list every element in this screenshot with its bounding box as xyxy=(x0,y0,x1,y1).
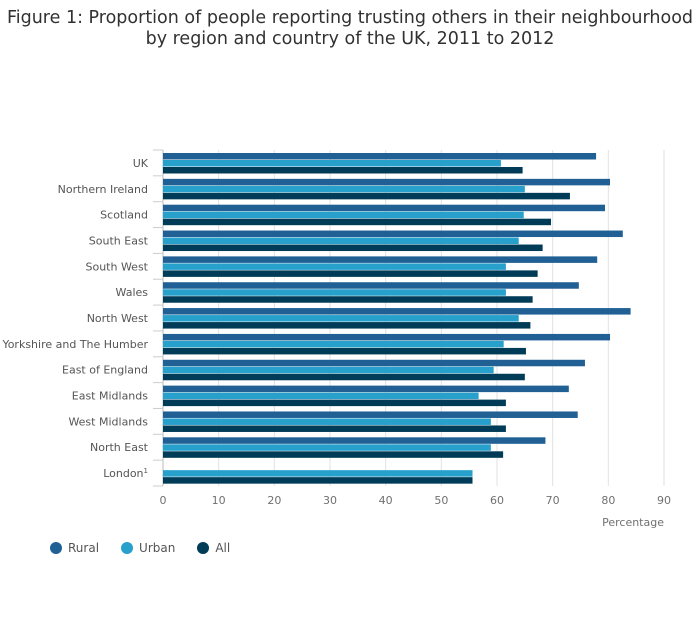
x-tick-label: 20 xyxy=(267,494,281,507)
bar-all xyxy=(163,451,504,458)
bar-urban xyxy=(163,211,524,219)
x-tick-label: 80 xyxy=(601,494,615,507)
category-label: North West xyxy=(87,312,149,325)
category-label: Northern Ireland xyxy=(58,183,148,196)
bar-all xyxy=(163,270,538,277)
bar-rural xyxy=(163,204,605,212)
legend-label: Urban xyxy=(139,541,176,555)
bar-all xyxy=(163,477,473,484)
legend-item-all[interactable]: All xyxy=(197,541,230,555)
legend: Rural Urban All xyxy=(50,541,230,555)
category-label: West Midlands xyxy=(68,415,148,428)
x-tick-label: 0 xyxy=(160,494,167,507)
x-tick-label: 30 xyxy=(323,494,337,507)
legend-swatch xyxy=(121,542,134,554)
bar-urban xyxy=(163,185,525,193)
bar-rural xyxy=(163,230,623,238)
bar-urban xyxy=(163,315,519,322)
bar-urban xyxy=(163,237,519,245)
bar-rural xyxy=(163,178,611,186)
bar-rural xyxy=(163,437,546,444)
bar-all xyxy=(163,399,506,407)
bar-urban xyxy=(163,263,506,270)
bar-urban xyxy=(163,418,491,425)
legend-swatch xyxy=(50,542,62,554)
x-tick-label: 90 xyxy=(657,494,671,507)
category-label: South West xyxy=(85,260,148,273)
chart-title: Figure 1: Proportion of people reporting… xyxy=(6,8,694,49)
x-axis-label: Percentage xyxy=(602,516,664,529)
bar-all xyxy=(163,192,570,200)
bar-urban xyxy=(163,160,501,167)
bar-urban xyxy=(163,392,479,400)
category-label: South East xyxy=(89,234,149,247)
category-label: London1 xyxy=(103,467,148,480)
bar-urban xyxy=(163,289,506,296)
bar-all xyxy=(163,296,533,303)
bar-urban xyxy=(163,470,473,477)
bar-all xyxy=(163,347,526,355)
bar-all xyxy=(163,218,551,226)
bar-all xyxy=(163,322,531,329)
bar-all xyxy=(163,167,523,174)
bar-urban xyxy=(163,340,504,348)
legend-swatch xyxy=(197,542,210,554)
category-label: East of England xyxy=(62,364,148,377)
x-tick-label: 60 xyxy=(490,494,504,507)
bar-rural xyxy=(163,385,569,393)
bar-rural xyxy=(163,333,611,341)
category-label: North East xyxy=(90,441,149,454)
bar-all xyxy=(163,425,506,432)
bar-rural xyxy=(163,256,598,263)
category-label: Wales xyxy=(116,286,149,299)
category-label: Scotland xyxy=(100,209,148,222)
bar-all xyxy=(163,244,543,252)
x-tick-label: 40 xyxy=(379,494,393,507)
bar-rural xyxy=(163,282,579,289)
bar-rural xyxy=(163,411,578,418)
bar-rural xyxy=(163,308,631,315)
x-tick-label: 10 xyxy=(212,494,226,507)
legend-item-urban[interactable]: Urban xyxy=(121,541,175,555)
bar-urban xyxy=(163,366,494,374)
bar-rural xyxy=(163,359,585,367)
bar-all xyxy=(163,373,525,381)
category-label: UK xyxy=(133,157,149,170)
legend-label: All xyxy=(215,541,231,555)
category-label: East Midlands xyxy=(72,390,149,403)
x-tick-label: 70 xyxy=(546,494,560,507)
bar-rural xyxy=(163,153,597,160)
legend-label: Rural xyxy=(68,541,100,555)
x-tick-label: 50 xyxy=(434,494,448,507)
legend-item-rural[interactable]: Rural xyxy=(50,541,99,555)
bar-urban xyxy=(163,444,491,451)
category-label: Yorkshire and The Humber xyxy=(1,338,148,351)
